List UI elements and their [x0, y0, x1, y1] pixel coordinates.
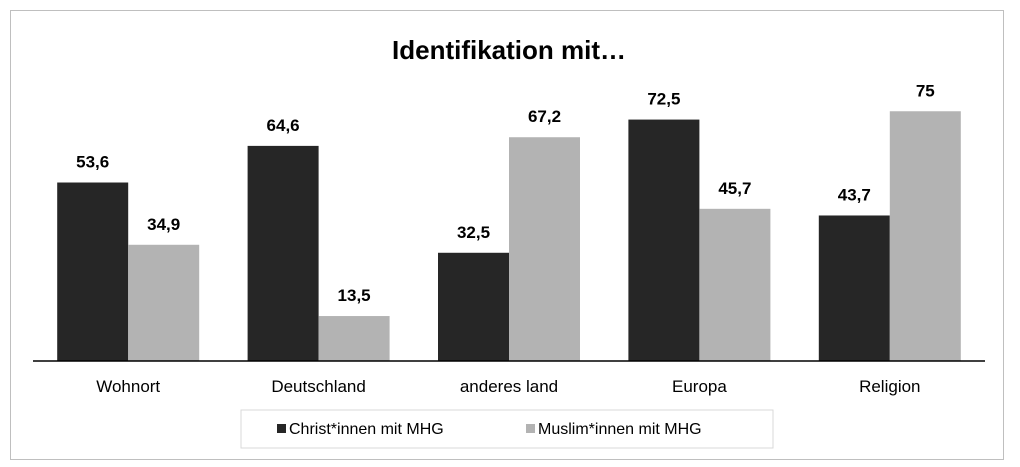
bar-muslim-1 [318, 316, 390, 361]
bar-christ-4 [818, 215, 890, 361]
data-labels-layer: 53,6 34,9 64,6 13,5 32,5 67,2 72,5 45,7 43,7 75 [76, 81, 935, 305]
legend-box [240, 409, 774, 449]
bar-muslim-2 [509, 137, 580, 361]
data-label-muslim-2: 67,2 [528, 107, 561, 126]
data-label-christ-1: 64,6 [267, 116, 300, 135]
chart-title: Identifikation mit… [392, 35, 626, 65]
x-tick-label-4: Religion [859, 377, 920, 396]
legend-swatch-christ [277, 424, 286, 433]
legend-swatch-muslim [526, 424, 535, 433]
bar-christ-3 [628, 119, 700, 361]
x-tick-labels: Wohnort Deutschland anderes land Europa Reli… [96, 377, 920, 396]
bar-christ-1 [247, 145, 319, 361]
data-label-christ-2: 32,5 [457, 223, 490, 242]
data-label-christ-4: 43,7 [838, 185, 871, 204]
bar-chart: Identifikation mit… 53,6 34,9 64,6 13,5 32,5… [33, 35, 985, 449]
bar-christ-0 [57, 182, 129, 361]
data-label-muslim-4: 75 [916, 81, 935, 100]
data-label-christ-3: 72,5 [647, 90, 680, 109]
bar-muslim-3 [699, 208, 771, 361]
x-tick-label-2: anderes land [460, 377, 558, 396]
x-tick-label-1: Deutschland [271, 377, 366, 396]
data-label-muslim-1: 13,5 [338, 286, 371, 305]
x-tick-label-0: Wohnort [96, 377, 160, 396]
bars-layer [57, 111, 961, 361]
data-label-muslim-3: 45,7 [718, 179, 751, 198]
bar-muslim-4 [889, 111, 961, 361]
data-label-muslim-0: 34,9 [147, 215, 180, 234]
chart-frame: Identifikation mit… 53,6 34,9 64,6 13,5 32,5… [10, 10, 1004, 460]
legend: Christ*innen mit MHG Muslim*innen mit MH… [240, 409, 774, 449]
legend-label-christ: Christ*innen mit MHG [289, 421, 444, 438]
x-tick-label-3: Europa [672, 377, 727, 396]
bar-christ-2 [438, 252, 509, 361]
legend-label-muslim: Muslim*innen mit MHG [538, 421, 702, 438]
bar-muslim-0 [128, 244, 200, 361]
data-label-christ-0: 53,6 [76, 153, 109, 172]
